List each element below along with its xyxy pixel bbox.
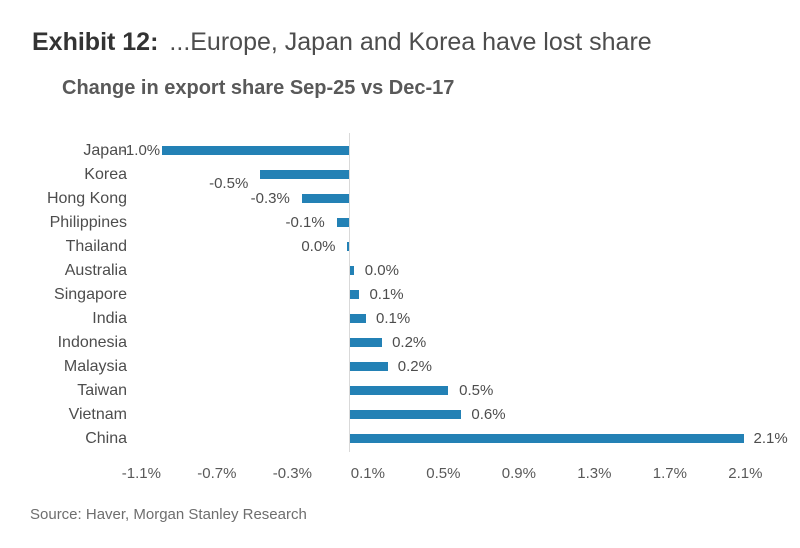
bar — [350, 434, 745, 443]
bar — [336, 218, 349, 227]
category-label: Singapore — [54, 286, 127, 303]
bar — [162, 146, 349, 155]
x-axis-tick-label: 2.1% — [728, 465, 763, 482]
bar — [350, 314, 367, 323]
x-axis-tick-label: 1.7% — [652, 465, 687, 482]
chart-title: Change in export share Sep-25 vs Dec-17 — [62, 77, 455, 99]
exhibit-title: ...Europe, Japan and Korea have lost sha… — [169, 28, 652, 56]
source-text: Source: Haver, Morgan Stanley Research — [30, 506, 307, 523]
exhibit-label: Exhibit 12: — [32, 28, 159, 56]
data-label: 0.1% — [376, 310, 411, 327]
x-axis-tick-label: 0.5% — [426, 465, 461, 482]
data-label: 0.5% — [459, 382, 494, 399]
x-axis-tick-label: -0.7% — [197, 465, 237, 482]
x-axis-tick-label: -1.1% — [121, 465, 161, 482]
x-axis-tick-label: -0.3% — [272, 465, 312, 482]
x-axis-tick-label: 0.9% — [501, 465, 536, 482]
data-label: -0.5% — [209, 175, 249, 192]
bar — [350, 290, 360, 299]
data-label: 2.1% — [753, 430, 788, 447]
data-label: -0.1% — [285, 214, 325, 231]
category-label: Vietnam — [68, 406, 127, 423]
bar — [350, 410, 462, 419]
category-label: India — [92, 310, 127, 327]
bar — [301, 194, 349, 203]
x-axis-tick-label: 0.1% — [350, 465, 385, 482]
data-label: 0.1% — [369, 286, 404, 303]
bar — [260, 170, 349, 179]
data-label: -0.3% — [250, 190, 290, 207]
category-label: Hong Kong — [46, 190, 127, 207]
category-label: Australia — [64, 262, 127, 279]
data-label: 0.2% — [392, 334, 427, 351]
category-label: Taiwan — [77, 382, 127, 399]
data-label: 0.2% — [397, 358, 432, 375]
category-label: Indonesia — [57, 334, 127, 351]
value-axis-line — [349, 133, 350, 452]
data-label: 0.6% — [471, 406, 506, 423]
exhibit-heading: Exhibit 12: ...Europe, Japan and Korea ha… — [32, 27, 652, 57]
bar — [346, 242, 349, 251]
bar — [350, 362, 388, 371]
bar — [350, 266, 354, 275]
category-label: Japan — [83, 142, 127, 159]
bar — [350, 386, 449, 395]
category-label: Malaysia — [63, 358, 127, 375]
data-label: -1.0% — [120, 142, 161, 159]
data-label: 0.0% — [364, 262, 399, 279]
category-label: Philippines — [49, 214, 127, 231]
bar — [350, 338, 383, 347]
category-label: Thailand — [65, 238, 127, 255]
category-label: China — [85, 430, 127, 447]
category-label: Korea — [84, 166, 127, 183]
data-label: 0.0% — [301, 238, 336, 255]
x-axis-tick-label: 1.3% — [577, 465, 612, 482]
